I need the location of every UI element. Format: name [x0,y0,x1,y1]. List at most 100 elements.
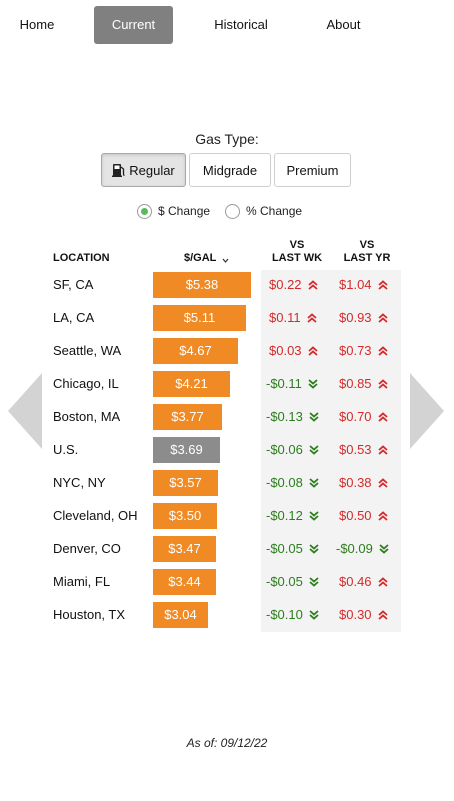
table-row: Miami, FL $3.44 -$0.05 $0.46 [0,567,454,597]
chevron-up-icon [377,577,388,587]
chevron-down-icon [309,478,319,488]
price-bar: $5.11 [153,305,246,331]
chevron-up-icon [377,346,388,356]
price-bar: $3.47 [153,536,216,562]
week-change: -$0.12 [266,501,320,531]
row-location: Miami, FL [53,574,111,589]
row-location: Houston, TX [53,607,126,622]
year-change: $0.30 [339,600,389,630]
gas-type-midgrade-button[interactable]: Midgrade [189,153,271,187]
percent-change-label: % Change [246,204,303,218]
row-location: Chicago, IL [53,376,119,391]
week-change: $0.03 [269,336,319,366]
year-change: $0.73 [339,336,389,366]
year-change-value: $0.85 [339,376,372,391]
chevron-down-icon [309,610,319,620]
nav-about[interactable]: About [326,17,361,32]
chevron-down-icon [309,511,319,521]
year-change-value: $1.04 [339,277,372,292]
dollar-change-radio[interactable]: $ Change [137,201,210,221]
gas-type-regular-label: Regular [129,162,175,178]
as-of-date: As of: 09/12/22 [186,736,268,750]
price-bar: $4.67 [153,338,238,364]
chevron-up-icon [377,313,388,323]
vs-last-week-header-line1: VS [289,239,305,251]
row-location: NYC, NY [53,475,106,490]
week-change-value: -$0.13 [266,409,303,424]
year-change: $0.70 [339,402,389,432]
table-row: Houston, TX $3.04 -$0.10 $0.30 [0,600,454,630]
week-change-value: $0.03 [269,343,302,358]
week-change-value: -$0.12 [266,508,303,523]
chevron-down-icon [309,445,319,455]
nav-home[interactable]: Home [19,17,55,32]
price-bar: $3.57 [153,470,218,496]
row-location: SF, CA [53,277,94,292]
week-change: -$0.13 [266,402,320,432]
week-change-value: $0.11 [269,310,301,325]
top-nav: Home Current Historical About [0,6,454,44]
year-change: $0.53 [339,435,389,465]
table-row: Seattle, WA $4.67 $0.03 $0.73 [0,336,454,366]
arrow-left-icon[interactable] [8,373,42,449]
radio-indicator[interactable] [225,203,240,219]
week-change: -$0.06 [266,435,320,465]
year-change: $0.46 [339,567,389,597]
year-change: -$0.09 [336,534,390,564]
row-location: Seattle, WA [53,343,122,358]
week-change-value: -$0.06 [266,442,303,457]
gas-type-midgrade-label: Midgrade [202,162,258,178]
table-row: Denver, CO $3.47 -$0.05 -$0.09 [0,534,454,564]
gas-pump-icon [112,164,126,177]
gas-type-label: Gas Type: [195,131,259,147]
nav-current[interactable]: Current [94,6,173,44]
year-change: $0.85 [339,369,389,399]
gas-type-premium-label: Premium [286,162,339,178]
price-bar: $4.21 [153,371,230,397]
chevron-up-icon [306,313,317,323]
chevron-up-icon [377,610,388,620]
arrow-right-icon[interactable] [410,373,444,449]
week-change: $0.22 [269,270,319,300]
gas-type-premium-button[interactable]: Premium [274,153,351,187]
radio-indicator[interactable] [137,203,152,219]
vs-columns-background [261,270,401,632]
chevron-up-icon [307,346,318,356]
week-change-value: $0.22 [269,277,302,292]
price-bar: $3.69 [153,437,220,463]
year-change-value: $0.46 [339,574,372,589]
chevron-up-icon [377,280,388,290]
percent-change-radio[interactable]: % Change [225,201,302,221]
table-row: SF, CA $5.38 $0.22 $1.04 [0,270,454,300]
year-change: $0.38 [339,468,389,498]
week-change-value: -$0.08 [266,475,303,490]
vs-last-year-header-line2: LAST YR [343,252,391,264]
vs-last-year-header: VS LAST YR [332,239,402,265]
row-location: U.S. [53,442,79,457]
gas-type-regular-button[interactable]: Regular [101,153,186,187]
chevron-up-icon [377,445,388,455]
nav-historical[interactable]: Historical [214,17,268,32]
chevron-up-icon [377,511,388,521]
year-change-value: $0.30 [339,607,372,622]
year-change-value: $0.73 [339,343,372,358]
week-change: -$0.11 [266,369,319,399]
chevron-down-icon [309,544,319,554]
row-location: Cleveland, OH [53,508,138,523]
chevron-up-icon [377,478,388,488]
table-row: Cleveland, OH $3.50 -$0.12 $0.50 [0,501,454,531]
week-change: -$0.05 [266,567,320,597]
week-change: -$0.08 [266,468,320,498]
table-row: NYC, NY $3.57 -$0.08 $0.38 [0,468,454,498]
year-change-value: -$0.09 [336,541,373,556]
year-change: $0.93 [339,303,389,333]
row-location: Denver, CO [53,541,121,556]
price-header[interactable]: $/GAL [184,252,230,265]
year-change: $0.50 [339,501,389,531]
chevron-down-icon [309,577,319,587]
chevron-up-icon [307,280,318,290]
year-change: $1.04 [339,270,389,300]
vs-last-year-header-line1: VS [359,239,375,251]
chevron-down-icon [308,379,318,389]
price-bar: $3.77 [153,404,222,430]
